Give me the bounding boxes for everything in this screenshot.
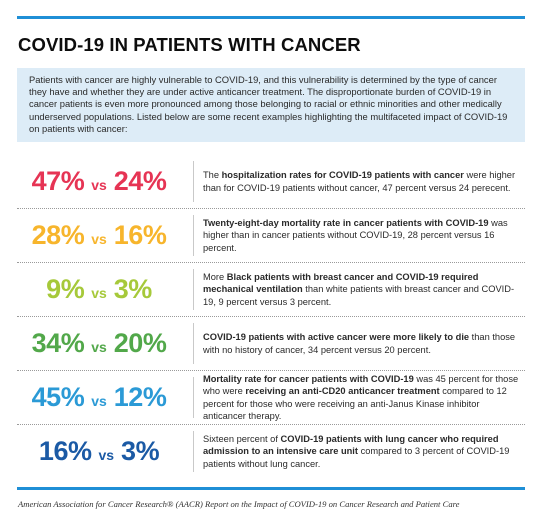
description-text: More Black patients with breast cancer a… [203, 271, 521, 307]
stat-comparison: 28% vs 16% [17, 209, 181, 262]
stat-row: 9% vs 3% More Black patients with breast… [17, 263, 525, 317]
description-run: The [203, 170, 222, 181]
stat-row: 34% vs 20% COVID-19 patients with active… [17, 317, 525, 371]
stat-value-b: 24% [113, 166, 167, 196]
vs-label: vs [91, 338, 107, 355]
source-citation: American Association for Cancer Research… [18, 499, 460, 509]
stat-description: The hospitalization rates for COVID-19 p… [203, 155, 521, 208]
vs-label: vs [98, 446, 115, 463]
stat-description: More Black patients with breast cancer a… [203, 263, 521, 316]
stat-row: 16% vs 3% Sixteen percent of COVID-19 pa… [17, 425, 525, 478]
stat-description: Mortality rate for cancer patients with … [203, 371, 521, 424]
stat-description: COVID-19 patients with active cancer wer… [203, 317, 521, 370]
description-run: was 45 percent for those who were [203, 374, 519, 397]
description-run: were higher than for COVID-19 patients w… [203, 170, 516, 193]
stat-value-a: 34% [31, 328, 85, 358]
description-run: than white patients with breast cancer a… [203, 284, 515, 307]
vs-label: vs [91, 392, 107, 409]
description-run: was higher than in cancer patients witho… [203, 218, 508, 253]
description-run: than those with no history of cancer, 34… [203, 332, 516, 355]
row-divider [193, 431, 194, 472]
vs-label: vs [91, 284, 107, 301]
description-text: Mortality rate for cancer patients with … [203, 373, 521, 421]
stat-comparison: 34% vs 20% [17, 317, 181, 370]
stat-row: 28% vs 16% Twenty-eight-day mortality ra… [17, 209, 525, 263]
stat-value-a: 47% [31, 166, 85, 196]
stat-description: Sixteen percent of COVID-19 patients wit… [203, 425, 521, 478]
vs-label: vs [91, 230, 107, 247]
row-divider [193, 377, 194, 418]
row-divider [193, 215, 194, 256]
description-highlight: COVID-19 patients with active cancer wer… [203, 332, 470, 343]
description-run: compared to 12 percent for those who wer… [203, 386, 507, 421]
stat-comparison: 45% vs 12% [17, 371, 181, 424]
stat-comparison: 47% vs 24% [17, 155, 181, 208]
description-text: COVID-19 patients with active cancer wer… [203, 331, 521, 355]
vs-label: vs [91, 176, 107, 193]
page-title: COVID-19 IN PATIENTS WITH CANCER [18, 34, 361, 55]
description-highlight: receiving an anti-CD20 anticancer treatm… [245, 386, 440, 397]
top-rule [17, 16, 525, 19]
description-run: Sixteen percent of [203, 434, 281, 445]
row-divider [193, 323, 194, 364]
stats-list: 47% vs 24% The hospitalization rates for… [17, 155, 525, 478]
stat-row: 45% vs 12% Mortality rate for cancer pat… [17, 371, 525, 425]
stat-value-b: 12% [113, 382, 167, 412]
description-text: Sixteen percent of COVID-19 patients wit… [203, 433, 521, 469]
description-text: The hospitalization rates for COVID-19 p… [203, 169, 521, 193]
bottom-rule [17, 487, 525, 490]
stat-value-a: 45% [31, 382, 85, 412]
stat-value-b: 3% [113, 274, 153, 304]
stat-value-a: 16% [38, 436, 92, 466]
stat-value-b: 3% [121, 436, 160, 466]
description-highlight: COVID-19 patients with lung cancer who r… [203, 434, 499, 457]
description-highlight: Black patients with breast cancer and CO… [203, 272, 479, 295]
stat-value-a: 28% [31, 220, 85, 250]
description-run: compared to 3 percent of COVID-19 patien… [203, 446, 510, 469]
stat-comparison: 9% vs 3% [17, 263, 181, 316]
stat-value-a: 9% [46, 274, 85, 304]
stat-comparison: 16% vs 3% [17, 425, 181, 478]
description-highlight: hospitalization rates for COVID-19 patie… [221, 170, 464, 181]
description-highlight: Mortality rate for cancer patients with … [203, 374, 414, 385]
stat-value-b: 20% [113, 328, 167, 358]
stat-value-b: 16% [113, 220, 167, 250]
intro-box: Patients with cancer are highly vulnerab… [17, 68, 525, 142]
stat-description: Twenty-eight-day mortality rate in cance… [203, 209, 521, 262]
description-run: More [203, 272, 227, 283]
description-text: Twenty-eight-day mortality rate in cance… [203, 217, 521, 253]
row-divider [193, 161, 194, 202]
description-highlight: Twenty-eight-day mortality rate in cance… [203, 218, 489, 229]
row-divider [193, 269, 194, 310]
stat-row: 47% vs 24% The hospitalization rates for… [17, 155, 525, 209]
